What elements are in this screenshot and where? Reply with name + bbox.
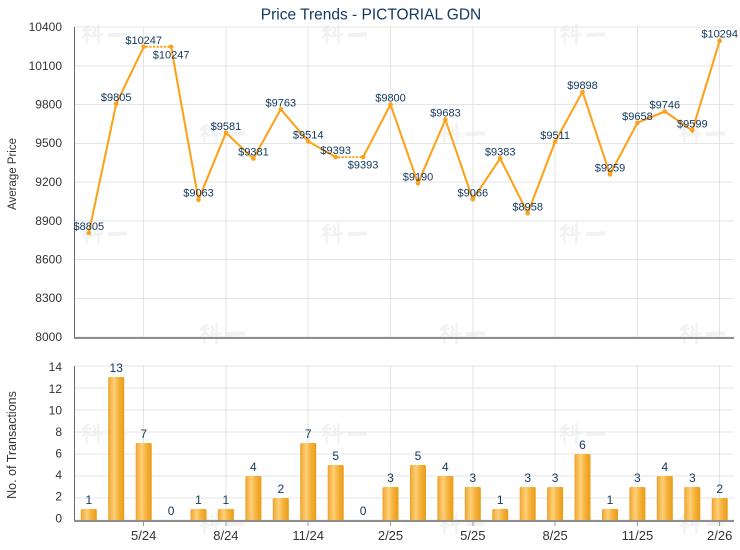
svg-text:4: 4	[55, 468, 62, 482]
svg-text:4: 4	[442, 460, 449, 474]
svg-text:9500: 9500	[35, 136, 62, 150]
svg-text:$9581: $9581	[211, 121, 242, 133]
svg-text:9200: 9200	[35, 175, 62, 189]
svg-text:$9746: $9746	[650, 100, 681, 112]
svg-text:4: 4	[250, 460, 257, 474]
svg-text:$10294: $10294	[701, 29, 738, 41]
svg-text:$8805: $8805	[74, 221, 105, 233]
svg-text:Price Trends - PICTORIAL GDN: Price Trends - PICTORIAL GDN	[261, 7, 482, 24]
svg-text:2/26: 2/26	[707, 528, 732, 543]
svg-text:$9393: $9393	[320, 145, 351, 157]
svg-text:12: 12	[49, 382, 63, 396]
svg-text:$9381: $9381	[238, 147, 269, 159]
svg-text:3: 3	[689, 471, 696, 485]
svg-text:8000: 8000	[35, 330, 62, 344]
svg-text:1: 1	[223, 493, 230, 507]
svg-text:2: 2	[716, 482, 723, 496]
svg-text:$9683: $9683	[430, 108, 461, 120]
svg-text:$9805: $9805	[101, 92, 132, 104]
svg-text:2/25: 2/25	[378, 528, 403, 543]
svg-text:4: 4	[661, 460, 668, 474]
svg-text:3: 3	[634, 471, 641, 485]
svg-text:5: 5	[415, 449, 422, 463]
svg-text:7: 7	[305, 427, 312, 441]
svg-text:1: 1	[85, 493, 92, 507]
svg-text:1: 1	[607, 493, 614, 507]
svg-text:2: 2	[55, 490, 62, 504]
svg-text:0: 0	[55, 511, 62, 525]
svg-text:$9800: $9800	[375, 93, 406, 105]
svg-text:$9259: $9259	[595, 162, 626, 174]
svg-text:3: 3	[387, 471, 394, 485]
svg-text:7: 7	[140, 427, 147, 441]
svg-text:0: 0	[168, 504, 175, 518]
svg-text:3: 3	[552, 471, 559, 485]
svg-text:$9190: $9190	[403, 171, 434, 183]
svg-text:10: 10	[49, 403, 63, 417]
svg-text:5: 5	[332, 449, 339, 463]
svg-text:2: 2	[277, 482, 284, 496]
svg-text:11/24: 11/24	[292, 528, 324, 543]
svg-text:14: 14	[49, 360, 63, 374]
svg-text:$10247: $10247	[125, 35, 162, 47]
svg-text:6: 6	[579, 438, 586, 452]
svg-text:1: 1	[497, 493, 504, 507]
svg-text:9800: 9800	[35, 98, 62, 112]
svg-text:8600: 8600	[35, 253, 62, 267]
svg-text:8: 8	[55, 425, 62, 439]
svg-text:$9658: $9658	[622, 111, 653, 123]
svg-text:8300: 8300	[35, 291, 62, 305]
svg-text:No. of Transactions: No. of Transactions	[5, 391, 19, 499]
svg-text:8/25: 8/25	[542, 528, 567, 543]
svg-text:3: 3	[524, 471, 531, 485]
svg-text:11/25: 11/25	[622, 528, 654, 543]
svg-text:10400: 10400	[29, 20, 63, 34]
svg-text:$9393: $9393	[348, 160, 379, 172]
svg-text:$8958: $8958	[512, 201, 543, 213]
svg-text:$9514: $9514	[293, 129, 324, 141]
svg-text:10100: 10100	[29, 59, 63, 73]
svg-text:$9511: $9511	[540, 130, 570, 142]
svg-text:$9383: $9383	[485, 146, 516, 158]
svg-text:Average Price: Average Price	[7, 138, 19, 210]
svg-text:6: 6	[55, 447, 62, 461]
svg-text:$10247: $10247	[153, 49, 190, 61]
svg-text:0: 0	[360, 504, 367, 518]
svg-text:13: 13	[110, 361, 124, 375]
svg-text:8/24: 8/24	[213, 528, 238, 543]
svg-text:8900: 8900	[35, 214, 62, 228]
svg-text:5/25: 5/25	[460, 528, 485, 543]
svg-text:$9066: $9066	[458, 187, 489, 199]
svg-text:$9599: $9599	[677, 119, 708, 131]
svg-text:$9898: $9898	[567, 80, 598, 92]
svg-text:3: 3	[469, 471, 476, 485]
svg-text:5/24: 5/24	[131, 528, 156, 543]
svg-text:$9063: $9063	[183, 188, 214, 200]
svg-text:$9763: $9763	[266, 97, 297, 109]
svg-text:1: 1	[195, 493, 202, 507]
